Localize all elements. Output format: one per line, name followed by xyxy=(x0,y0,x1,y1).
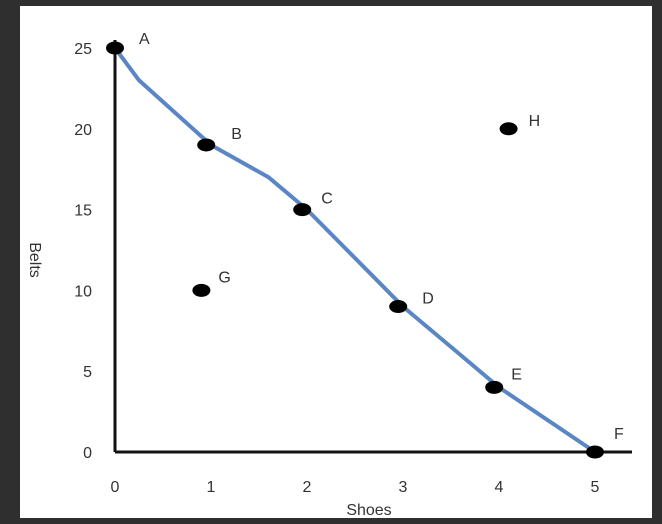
ppf-curve xyxy=(113,46,597,454)
chart-panel xyxy=(20,6,652,518)
point-f-label: F xyxy=(614,426,624,443)
point-f-marker xyxy=(586,445,604,459)
x-axis-title: Shoes xyxy=(346,502,391,519)
y-tick-label: 0 xyxy=(83,445,92,462)
point-e-label: E xyxy=(511,366,522,383)
x-tick-label: 0 xyxy=(111,479,120,496)
point-c-label: C xyxy=(321,191,333,208)
point-e-marker xyxy=(485,380,504,394)
point-c-marker xyxy=(293,203,312,217)
x-tick-label: 5 xyxy=(591,479,600,496)
x-tick-label: 1 xyxy=(207,479,216,496)
point-a-label: A xyxy=(139,31,150,48)
x-tick-label: 4 xyxy=(495,479,504,496)
x-tick-label: 2 xyxy=(303,479,312,496)
point-b-label: B xyxy=(231,126,242,143)
point-a-marker xyxy=(106,41,124,55)
y-tick-label: 25 xyxy=(74,41,92,58)
point-h-marker xyxy=(499,122,518,136)
point-d-label: D xyxy=(422,291,434,308)
x-tick-label: 3 xyxy=(399,479,408,496)
y-tick-label: 20 xyxy=(74,122,92,139)
point-h-label: H xyxy=(529,113,541,130)
point-g-marker xyxy=(192,283,211,297)
y-tick-label: 15 xyxy=(74,203,92,220)
y-tick-label: 10 xyxy=(74,283,92,300)
point-g-label: G xyxy=(218,269,230,286)
point-b-marker xyxy=(197,138,216,152)
y-axis-title: Belts xyxy=(26,242,43,278)
y-tick-label: 5 xyxy=(83,364,92,381)
point-d-marker xyxy=(389,300,408,314)
